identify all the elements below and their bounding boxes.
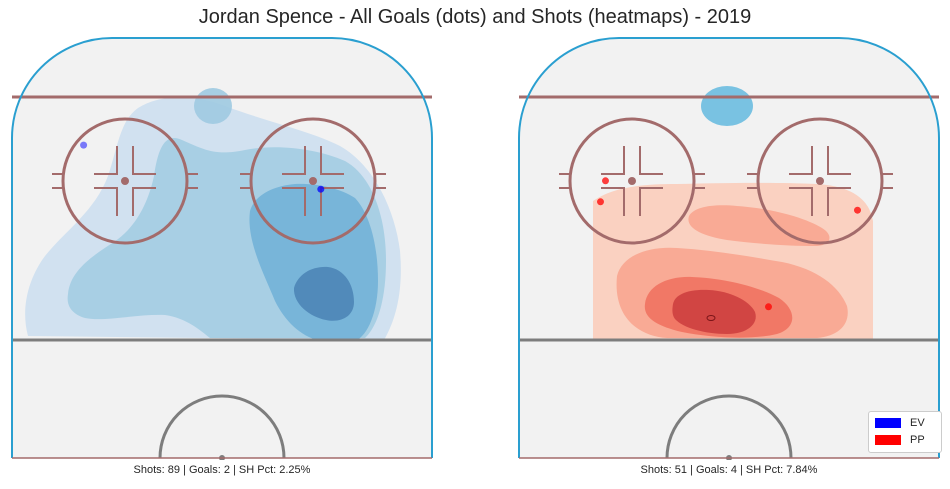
rink-ev: [11, 37, 433, 460]
heatmap-peak-bump: [194, 88, 232, 124]
legend-swatch-ev: [875, 418, 901, 428]
legend-item-ev: EV: [875, 416, 925, 430]
shot-heatmap-pp: [593, 86, 873, 341]
legend-swatch-pp: [875, 435, 901, 445]
goal-dots-pp: [597, 177, 861, 311]
caption-ev: Shots: 89 | Goals: 2 | SH Pct: 2.25%: [133, 464, 311, 476]
legend-label-ev: EV: [910, 417, 925, 429]
shot-heatmap-ev: [25, 88, 401, 341]
legend: EV PP: [868, 411, 942, 453]
heatmap-level-2b: [688, 205, 830, 246]
caption-pp: Shots: 51 | Goals: 4 | SH Pct: 7.84%: [640, 464, 818, 476]
boards: [11, 37, 433, 458]
heatmap-level-4: [293, 266, 354, 321]
heatmap-peak: [706, 315, 716, 321]
goal-point-ev-1: [317, 185, 325, 193]
heatmap-peak-bump: [701, 86, 753, 126]
goal-point-ev-0: [80, 141, 88, 149]
boards: [518, 37, 940, 458]
heatmap-level-4: [672, 289, 756, 334]
rink-markings-ev: [12, 95, 432, 460]
goal-point-pp-1: [597, 198, 604, 206]
rink-markings-pp: [519, 95, 939, 460]
goal-dots-ev: [80, 141, 325, 193]
legend-label-pp: PP: [910, 434, 925, 446]
rink-pp: [518, 37, 940, 460]
legend-item-pp: PP: [875, 433, 925, 447]
goal-point-pp-2: [854, 206, 861, 214]
goal-point-pp-0: [602, 177, 609, 185]
goal-point-pp-3: [765, 303, 772, 311]
chart-title: Jordan Spence - All Goals (dots) and Sho…: [198, 6, 752, 28]
